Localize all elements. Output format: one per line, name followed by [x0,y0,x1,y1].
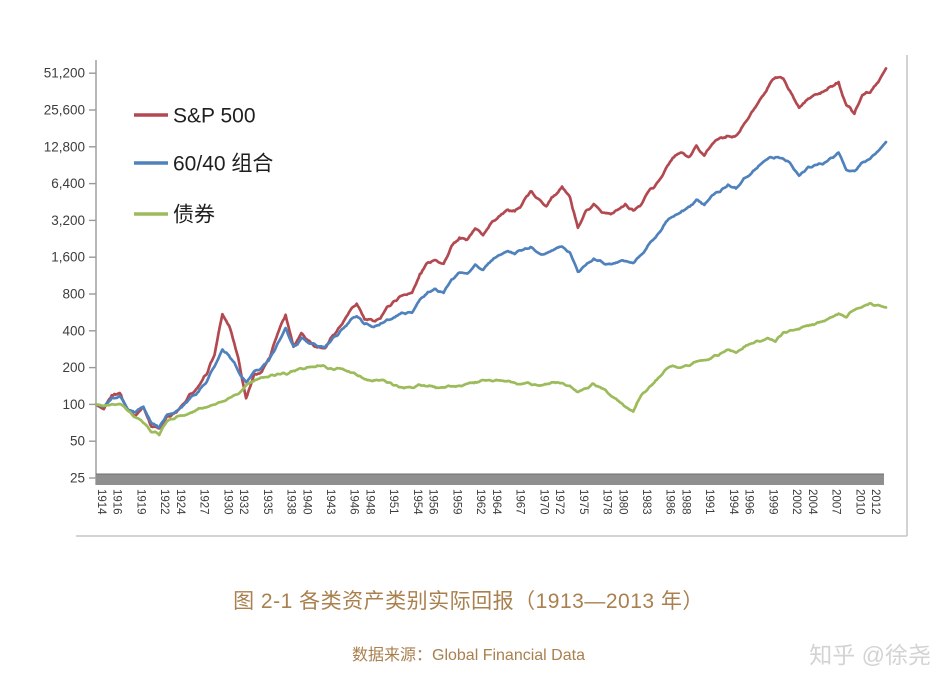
x-axis-tick-label: 1956 [427,489,439,515]
y-axis-tick-label: 1,600 [51,250,85,265]
y-axis-tick-label: 50 [70,434,85,449]
x-axis-tick-label: 2012 [869,489,881,515]
x-axis-tick-label: 2004 [806,489,818,515]
data-source-note: 数据来源：Global Financial Data [352,647,585,664]
chart-area: 51,200 25,600 12,800 6,400 3,200 1,600 800 400 2… [44,55,908,537]
x-axis-tick-label: 1954 [411,489,423,515]
x-axis-tick-label: 2002 [790,489,802,515]
x-axis-tick-label: 1996 [743,489,755,515]
x-axis-tick-label: 1991 [703,489,715,515]
x-axis-tick-label: 1980 [616,489,628,515]
x-axis-tick-label: 2007 [830,489,842,515]
y-axis-tick-label: 25 [70,471,85,486]
series-line-bonds [94,301,888,437]
x-axis-tick-label: 1978 [600,489,612,515]
x-axis-tick-label: 1951 [387,489,399,515]
x-axis-tick-label: 1924 [174,489,186,515]
x-axis-tick-label: 1946 [348,489,360,515]
x-axis-tick-label: 1962 [474,489,486,515]
y-axis-tick-label: 51,200 [44,66,85,81]
x-axis-tick-label: 1919 [134,489,146,515]
x-axis-tick-label: 1986 [664,489,676,515]
x-axis-bar [96,474,884,485]
x-axis-tick-label: 1959 [450,489,462,515]
x-axis-tick-label: 1970 [537,489,549,515]
x-axis-tick-label: 1930 [221,489,233,515]
asset-returns-line-chart: 51,200 25,600 12,800 6,400 3,200 1,600 800 400 2… [44,55,908,537]
legend-label: 60/40 组合 [173,153,273,176]
x-axis-tick-label: 1988 [679,489,691,515]
y-axis-tick-label: 800 [62,287,85,302]
chart-caption: 图 2-1 各类资产类别实际回报（1913—2013 年） [233,590,704,613]
x-axis-tick-label: 1994 [727,489,739,515]
y-axis-tick-label: 200 [62,360,85,375]
y-axis-tick-label: 400 [62,323,85,338]
x-axis-tick-label: 1932 [237,489,249,515]
x-axis-tick-label: 1922 [158,489,170,515]
x-axis-tick-label: 1927 [198,489,210,515]
x-axis-tick-label: 1940 [300,489,312,515]
y-axis-tick-label: 25,600 [44,103,85,118]
x-axis-tick-label: 1943 [324,489,336,515]
x-axis-tick-label: 1948 [363,489,375,515]
y-axis-tick-label: 12,800 [44,139,85,154]
series-line-sp500 [94,67,888,430]
series-line-60-40-mix [94,140,888,429]
x-axis-tick-label: 1916 [111,489,123,515]
x-axis-tick-label: 1935 [261,489,273,515]
y-axis-tick-label: 3,200 [51,213,85,228]
x-axis-tick-label: 1999 [766,489,778,515]
x-axis-tick-label: 1914 [95,489,107,515]
x-axis-tick-label: 1983 [640,489,652,515]
y-axis-tick-label: 6,400 [51,176,85,191]
x-axis-tick-label: 1972 [553,489,565,515]
x-axis-tick-label: 1938 [284,489,296,515]
x-axis-tick-label: 1967 [514,489,526,515]
x-axis-tick-label: 1964 [490,489,502,515]
legend-label: 债券 [173,204,215,227]
legend-label: S&P 500 [173,105,256,128]
x-axis-tick-label: 1975 [577,489,589,515]
zhihu-watermark: 知乎 @徐尧 [809,642,931,668]
y-axis-tick-label: 100 [62,397,85,412]
x-axis-tick-label: 2010 [853,489,865,515]
